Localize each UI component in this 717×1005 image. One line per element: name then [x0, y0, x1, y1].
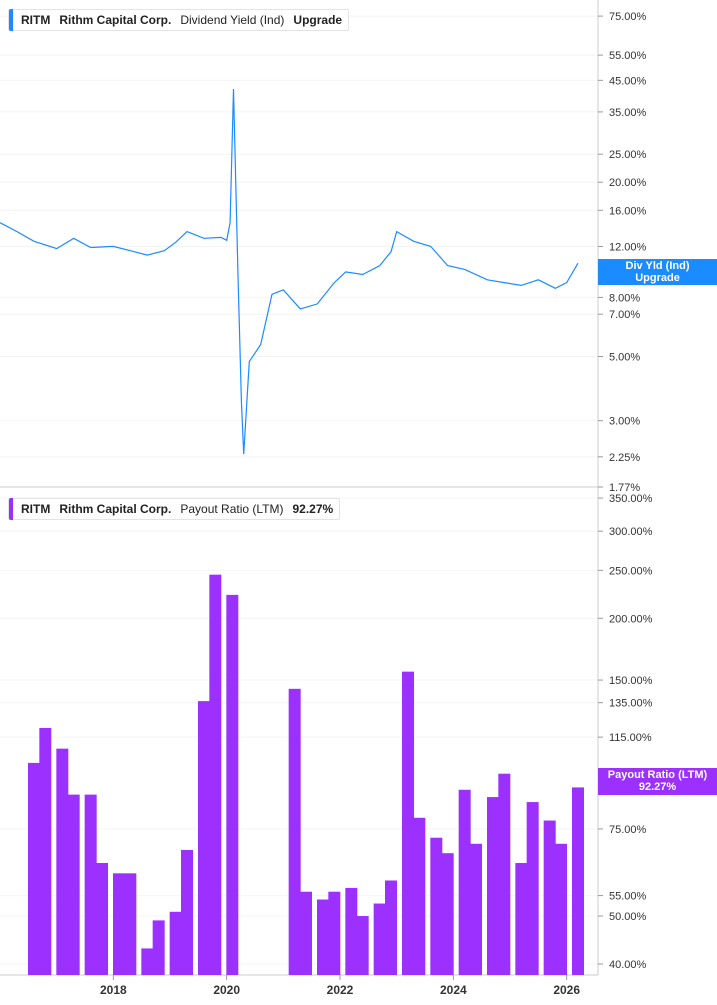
x-tick-label: 2024: [440, 983, 467, 997]
payout-ratio-bar: [345, 887, 358, 975]
bottom-y-tick-label: 55.00%: [609, 891, 647, 903]
payout-ratio-flag: Payout Ratio (LTM) 92.27%: [598, 768, 717, 795]
bottom-y-tick-label: 50.00%: [609, 911, 647, 923]
top-legend[interactable]: RITM Rithm Capital Corp. Dividend Yield …: [8, 9, 350, 31]
div-yld-flag-label: Div Yld (Ind): [625, 260, 690, 272]
payout-ratio-flag-label: Payout Ratio (LTM): [607, 769, 708, 781]
payout-ratio-bar: [413, 817, 426, 975]
top-y-tick-label: 3.00%: [609, 416, 640, 428]
payout-ratio-bar: [317, 899, 329, 975]
bottom-y-tick-label: 40.00%: [609, 959, 647, 971]
payout-ratio-bar: [487, 797, 499, 975]
bottom-y-tick-label: 350.00%: [609, 493, 653, 505]
bottom-legend-ticker: RITM: [21, 502, 51, 516]
payout-ratio-bar: [288, 688, 301, 975]
payout-ratio-bar: [124, 873, 137, 975]
top-y-tick-label: 25.00%: [609, 149, 647, 161]
payout-ratio-bar: [373, 903, 386, 975]
top-y-tick-label: 35.00%: [609, 107, 647, 119]
payout-ratio-bar: [56, 748, 69, 975]
top-y-tick-label: 55.00%: [609, 50, 647, 62]
payout-ratio-bar: [209, 574, 222, 975]
payout-ratio-bar: [113, 873, 125, 975]
payout-ratio-flag-value: 92.27%: [638, 781, 677, 793]
payout-ratio-bar: [555, 843, 567, 975]
payout-ratio-bars: [28, 574, 584, 975]
payout-ratio-bar: [84, 794, 97, 975]
x-axis: 2018 2020 2022 2024 2026: [100, 975, 580, 997]
bottom-y-tick-label: 300.00%: [609, 526, 653, 538]
payout-ratio-bar: [67, 794, 80, 975]
top-legend-swatch: [9, 9, 13, 31]
payout-ratio-bar: [152, 920, 165, 975]
bottom-y-tick-label: 75.00%: [609, 824, 647, 836]
payout-ratio-bar: [572, 787, 584, 975]
payout-ratio-bar: [141, 948, 154, 975]
payout-ratio-bar: [515, 863, 528, 975]
payout-ratio-bar: [300, 891, 312, 975]
payout-ratio-bar: [328, 891, 341, 975]
payout-ratio-bar: [385, 880, 397, 975]
payout-ratio-bar: [402, 671, 414, 975]
top-y-tick-label: 75.00%: [609, 11, 647, 23]
payout-ratio-bar: [458, 789, 471, 975]
top-y-tick-label: 20.00%: [609, 177, 647, 189]
div-yld-flag-value: Upgrade: [635, 272, 680, 284]
payout-ratio-bar: [96, 863, 108, 975]
bottom-legend-value: 92.27%: [292, 502, 334, 516]
top-y-tick-label: 1.77%: [609, 482, 640, 494]
bottom-y-tick-label: 115.00%: [609, 732, 652, 744]
top-legend-company: Rithm Capital Corp.: [59, 13, 172, 27]
payout-ratio-bar: [28, 762, 40, 975]
payout-ratio-bar: [498, 773, 511, 975]
payout-ratio-bar: [226, 594, 239, 975]
top-y-axis: 75.00% 55.00% 45.00% 35.00% 25.00% 20.00% 16.0…: [598, 11, 647, 494]
top-y-tick-label: 16.00%: [609, 205, 647, 217]
payout-ratio-bar: [470, 843, 482, 975]
top-legend-upgrade-link[interactable]: Upgrade: [293, 13, 343, 27]
dividend-yield-line: [0, 88, 579, 455]
bottom-y-axis: 350.00% 300.00% 250.00% 200.00% 150.00% 135.0…: [598, 493, 653, 971]
x-tick-label: 2026: [553, 983, 580, 997]
payout-ratio-bar: [169, 911, 182, 975]
top-y-tick-label: 5.00%: [609, 351, 640, 363]
bottom-y-tick-label: 150.00%: [609, 675, 653, 687]
top-y-tick-label: 8.00%: [609, 292, 640, 304]
x-tick-label: 2018: [100, 983, 127, 997]
payout-ratio-bar: [543, 820, 556, 975]
top-legend-metric: Dividend Yield (Ind): [180, 13, 285, 27]
bottom-legend-metric: Payout Ratio (LTM): [180, 502, 284, 516]
x-tick-label: 2022: [327, 983, 354, 997]
top-y-tick-label: 45.00%: [609, 75, 647, 87]
payout-ratio-bar: [39, 727, 52, 975]
payout-ratio-bar: [356, 916, 369, 975]
top-y-tick-label: 12.00%: [609, 241, 647, 253]
bottom-legend-swatch: [9, 498, 13, 520]
payout-ratio-bar: [430, 837, 443, 975]
payout-ratio-bar: [181, 849, 193, 975]
top-y-tick-label: 7.00%: [609, 309, 640, 321]
bottom-y-tick-label: 250.00%: [609, 565, 653, 577]
top-legend-ticker: RITM: [21, 13, 51, 27]
bottom-legend-company: Rithm Capital Corp.: [59, 502, 172, 516]
payout-ratio-bar: [441, 853, 454, 975]
payout-ratio-bar: [526, 802, 539, 975]
payout-ratio-bar: [198, 701, 210, 975]
x-tick-label: 2020: [213, 983, 240, 997]
bottom-y-tick-label: 200.00%: [609, 613, 653, 625]
top-y-tick-label: 2.25%: [609, 452, 640, 464]
bottom-legend[interactable]: RITM Rithm Capital Corp. Payout Ratio (L…: [8, 498, 341, 520]
div-yld-flag[interactable]: Div Yld (Ind) Upgrade: [598, 259, 717, 285]
bottom-y-tick-label: 135.00%: [609, 698, 653, 710]
